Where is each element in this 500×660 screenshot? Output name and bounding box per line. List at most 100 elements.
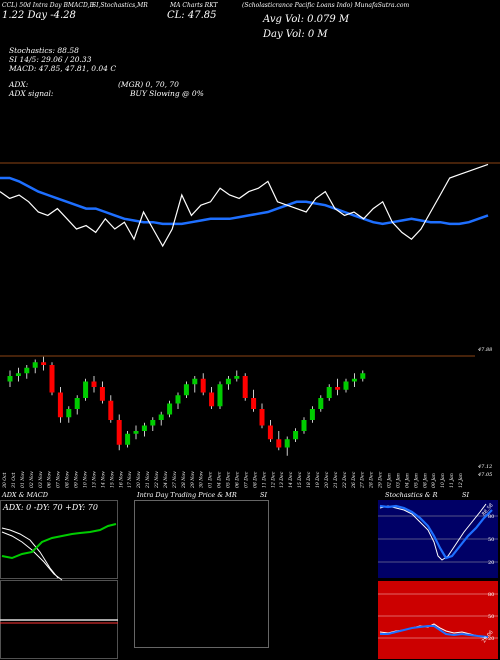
x-axis-date-label: 31 Oct (11, 472, 17, 488)
candle-up (343, 381, 349, 390)
x-axis-date-label: 04 Dec (217, 471, 223, 488)
candle-up (167, 403, 173, 415)
day-change: 1.22 Day -4.28 (2, 10, 76, 21)
x-axis-date-label: 28 Dec (369, 471, 375, 489)
x-axis-date-label: 26 Dec (351, 471, 357, 489)
intraday-panel-si: SI (260, 491, 268, 499)
x-axis-date-label: 13 Nov (91, 471, 97, 488)
candle-down (267, 425, 273, 440)
x-axis-date-label: 27 Dec (360, 471, 366, 489)
x-axis-date-label: 17 Nov (127, 471, 133, 488)
x-axis-date-label: 22 Nov (154, 471, 160, 489)
stochastic-k-line (379, 503, 487, 561)
candle-down (335, 387, 341, 390)
x-axis-date-label: 10 Jan (440, 473, 446, 488)
price-axis-bottom: 47.12 (477, 464, 492, 470)
close-price: CL: 47.85 (167, 10, 217, 21)
candle-up (32, 362, 38, 368)
price-axis-top: 47.88 (477, 347, 492, 353)
x-axis-date-label: 08 Dec (252, 471, 258, 488)
x-axis-date-label: 19 Dec (315, 471, 321, 488)
candle-up (360, 373, 366, 379)
adx-panel-title: ADX & MACD (2, 491, 48, 499)
adx-di-plus-line (1, 531, 63, 581)
candle-up (125, 433, 131, 445)
si-blue-line (380, 625, 489, 638)
candle-up (15, 373, 21, 376)
x-axis-date-label: 22 Dec (342, 471, 348, 489)
adx-macd-panel: ADX: 0 -DY: 70 +DY: 70 (0, 500, 118, 659)
x-axis-date-label: 12 Dec (270, 471, 276, 488)
x-axis-date-label: 11 Jan (449, 473, 455, 488)
candle-down (41, 362, 47, 365)
header-snippet-3: MA Charts RKT (170, 2, 218, 9)
candle-up (83, 381, 89, 398)
stochastics-rsi-panel: 80 50 20 88.58 80 50 20 29.06 (378, 500, 498, 659)
price-axis-bottom-2: 47.05 (477, 472, 492, 478)
x-axis-date-label: 06 Nov (47, 471, 53, 488)
candle-down (99, 387, 105, 401)
x-axis-date-label: 09 Jan (431, 473, 437, 488)
moving-average-line (0, 176, 489, 226)
oscillator-line (0, 163, 489, 248)
candle-up (175, 395, 181, 404)
price-candlestick-chart: 47.88 47.12 47.05 30 Oct 31 Oct 01 Nov 02 N… (0, 347, 492, 489)
avg-volume: Avg Vol: 0.079 M (263, 14, 350, 25)
x-axis-date-label: 06 Dec (235, 471, 241, 488)
x-axis-date-label: 04 Jan (404, 473, 410, 488)
candle-up (192, 378, 198, 385)
stoch-label-20: 20 (488, 560, 494, 566)
x-axis-date-label: 16 Nov (118, 471, 124, 488)
x-axis-date-label: 01 Nov (20, 471, 26, 488)
candle-up (7, 376, 13, 382)
x-axis-date-label: 21 Nov (145, 471, 151, 489)
candle-up (66, 409, 72, 418)
candle-up (150, 420, 156, 426)
candle-down (91, 381, 97, 387)
candle-down (108, 400, 114, 420)
x-axis-date-label: 21 Dec (333, 471, 339, 489)
adx-di-minus-line (1, 527, 59, 579)
x-axis-date-label: 29 Dec (378, 471, 384, 489)
candle-up (183, 384, 189, 396)
x-axis-date-label: 13 Dec (279, 471, 285, 488)
candle-down (209, 392, 215, 407)
x-axis-date-label: 09 Nov (74, 471, 80, 488)
x-axis-date-label: 08 Jan (422, 473, 428, 488)
candle-up (158, 414, 164, 420)
candle-up (318, 398, 324, 409)
header-snippet-4: (Scholasticrance Pacific Loans Indo) Mun… (242, 2, 410, 9)
x-axis-date-label: 18 Dec (306, 471, 312, 488)
stochastics-panel-title: Stochastics & R (385, 491, 438, 499)
candle-up (217, 384, 223, 407)
stochastic-d-line (379, 504, 493, 560)
x-axis-date-label: 30 Oct (2, 472, 8, 488)
x-axis-date-label: 14 Nov (100, 471, 106, 488)
candle-down (259, 409, 265, 426)
stoch-label-50: 50 (488, 537, 494, 543)
si-readout: SI 14/5: 29.06 / 20.33 (9, 55, 92, 64)
x-axis-date-label: 15 Dec (297, 471, 303, 488)
x-axis-date-label: 10 Nov (82, 471, 88, 488)
x-axis-date-label: 20 Dec (324, 471, 330, 489)
candle-down (49, 365, 55, 393)
x-axis-date-label: 01 Dec (208, 471, 214, 488)
candle-down (200, 378, 206, 393)
header-snippet-2: SI,Stochastics,MR (92, 2, 148, 9)
macd-readout: MACD: 47.85, 47.81, 0.04 C (9, 64, 117, 73)
mgr-readout: (MGR) 0, 70, 70 (118, 80, 179, 89)
intraday-panel-title: Intra Day Trading Price & MR (137, 491, 237, 499)
candle-up (351, 378, 357, 382)
x-axis-date-label: 28 Nov (181, 471, 187, 489)
candle-down (276, 439, 282, 448)
adx-signal-label: ADX signal: (9, 89, 54, 98)
candle-up (309, 409, 315, 420)
day-volume: Day Vol: 0 M (263, 29, 328, 40)
x-axis-date-label: 08 Nov (65, 471, 71, 488)
x-axis-date-label: 24 Nov (163, 471, 169, 489)
buy-signal: BUY Slowing @ 0% (130, 89, 204, 98)
candle-up (225, 378, 231, 385)
si-label-20: 20 (488, 636, 494, 642)
x-axis-date-label: 03 Jan (395, 473, 401, 488)
x-axis-date-label: 07 Nov (56, 471, 62, 488)
